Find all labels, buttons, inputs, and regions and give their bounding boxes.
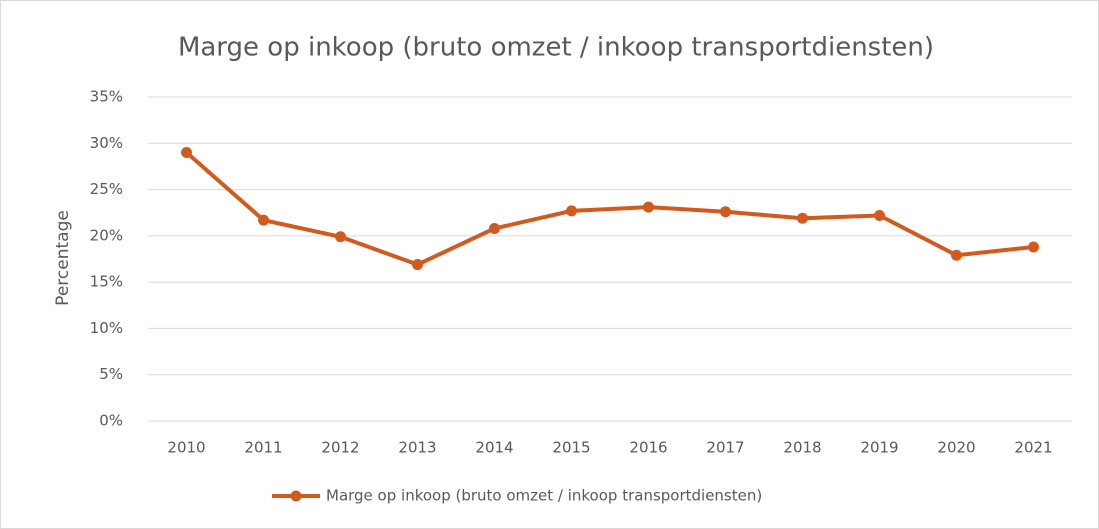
marker [412, 259, 423, 271]
marker [566, 205, 577, 217]
y-tick-label: 0% [99, 412, 123, 430]
y-tick-label: 30% [90, 134, 123, 152]
y-tick-label: 10% [90, 319, 123, 337]
chart-title: Marge op inkoop (bruto omzet / inkoop tr… [178, 33, 934, 63]
marker [489, 222, 500, 234]
x-tick-label: 2014 [475, 439, 513, 457]
marker [181, 147, 192, 159]
marker [258, 214, 269, 226]
marker [1028, 241, 1039, 253]
x-tick-label: 2019 [860, 439, 898, 457]
legend-label: Marge op inkoop (bruto omzet / inkoop tr… [326, 487, 762, 505]
y-tick-label: 20% [90, 226, 123, 244]
x-tick-label: 2013 [398, 439, 436, 457]
x-tick-label: 2018 [783, 439, 821, 457]
x-tick-label: 2015 [552, 439, 590, 457]
marker [951, 249, 962, 261]
x-tick-label: 2010 [167, 439, 205, 457]
y-tick-label: 25% [90, 180, 123, 198]
y-tick-label: 35% [90, 88, 123, 106]
marker [335, 231, 346, 243]
marker [720, 206, 731, 218]
x-tick-label: 2011 [244, 439, 282, 457]
marker [643, 201, 654, 213]
marker [797, 212, 808, 224]
x-tick-label: 2012 [321, 439, 359, 457]
y-tick-label: 15% [90, 273, 123, 291]
marker [874, 209, 885, 221]
line [185, 151, 1034, 267]
x-tick-label: 2020 [937, 439, 975, 457]
x-tick-label: 2021 [1014, 439, 1052, 457]
y-axis-label: Percentage [53, 210, 73, 306]
x-tick-label: 2016 [629, 439, 667, 457]
x-tick-label: 2017 [706, 439, 744, 457]
y-tick-label: 5% [99, 365, 123, 383]
legend-marker [290, 490, 302, 502]
